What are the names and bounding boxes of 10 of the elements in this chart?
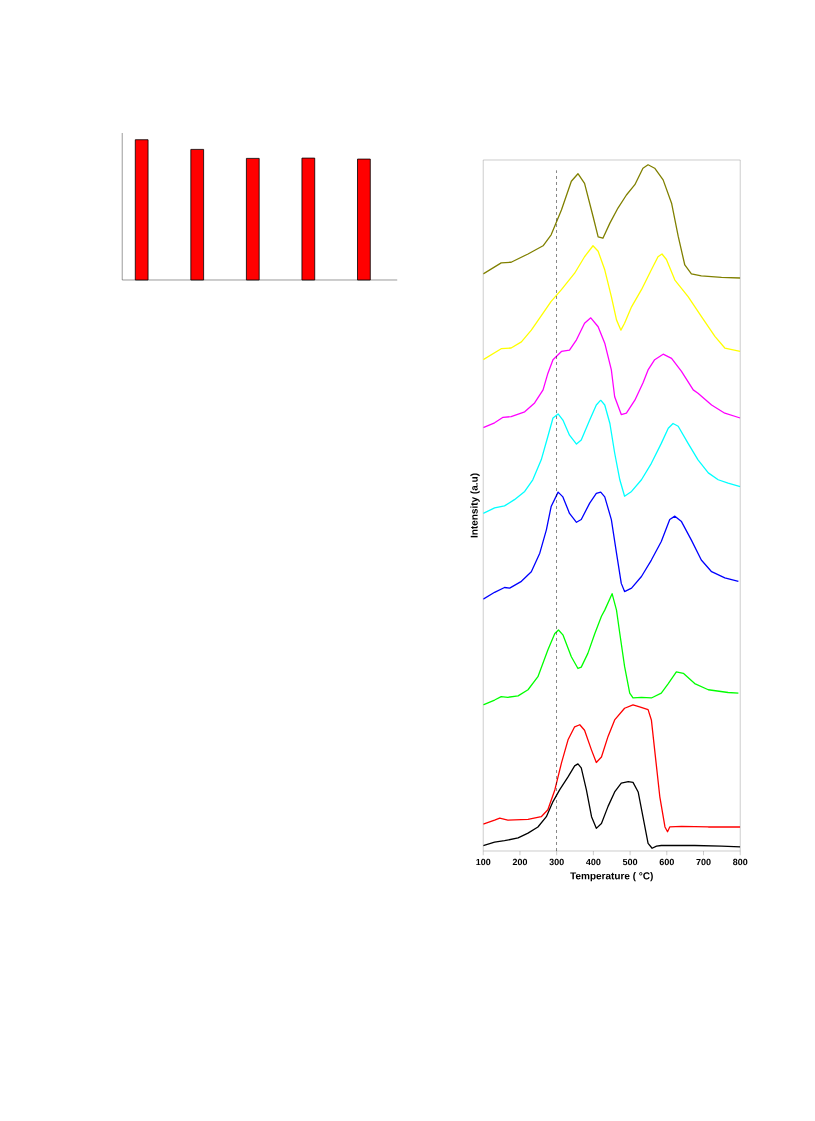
y-axis-title: Intensity (a.u) [470,473,480,538]
x-axis-title: Temperature ( °C) [570,872,653,882]
x-tick-label: 500 [622,858,638,866]
x-tick-label: 600 [659,858,674,866]
x-tick-label: 100 [476,858,491,866]
x-tick-label: 300 [549,858,564,866]
x-tick-label: 800 [732,858,748,866]
x-tick-label: 200 [512,858,527,866]
x-tick-label: 700 [696,858,711,866]
x-tick-label: 400 [585,858,601,866]
